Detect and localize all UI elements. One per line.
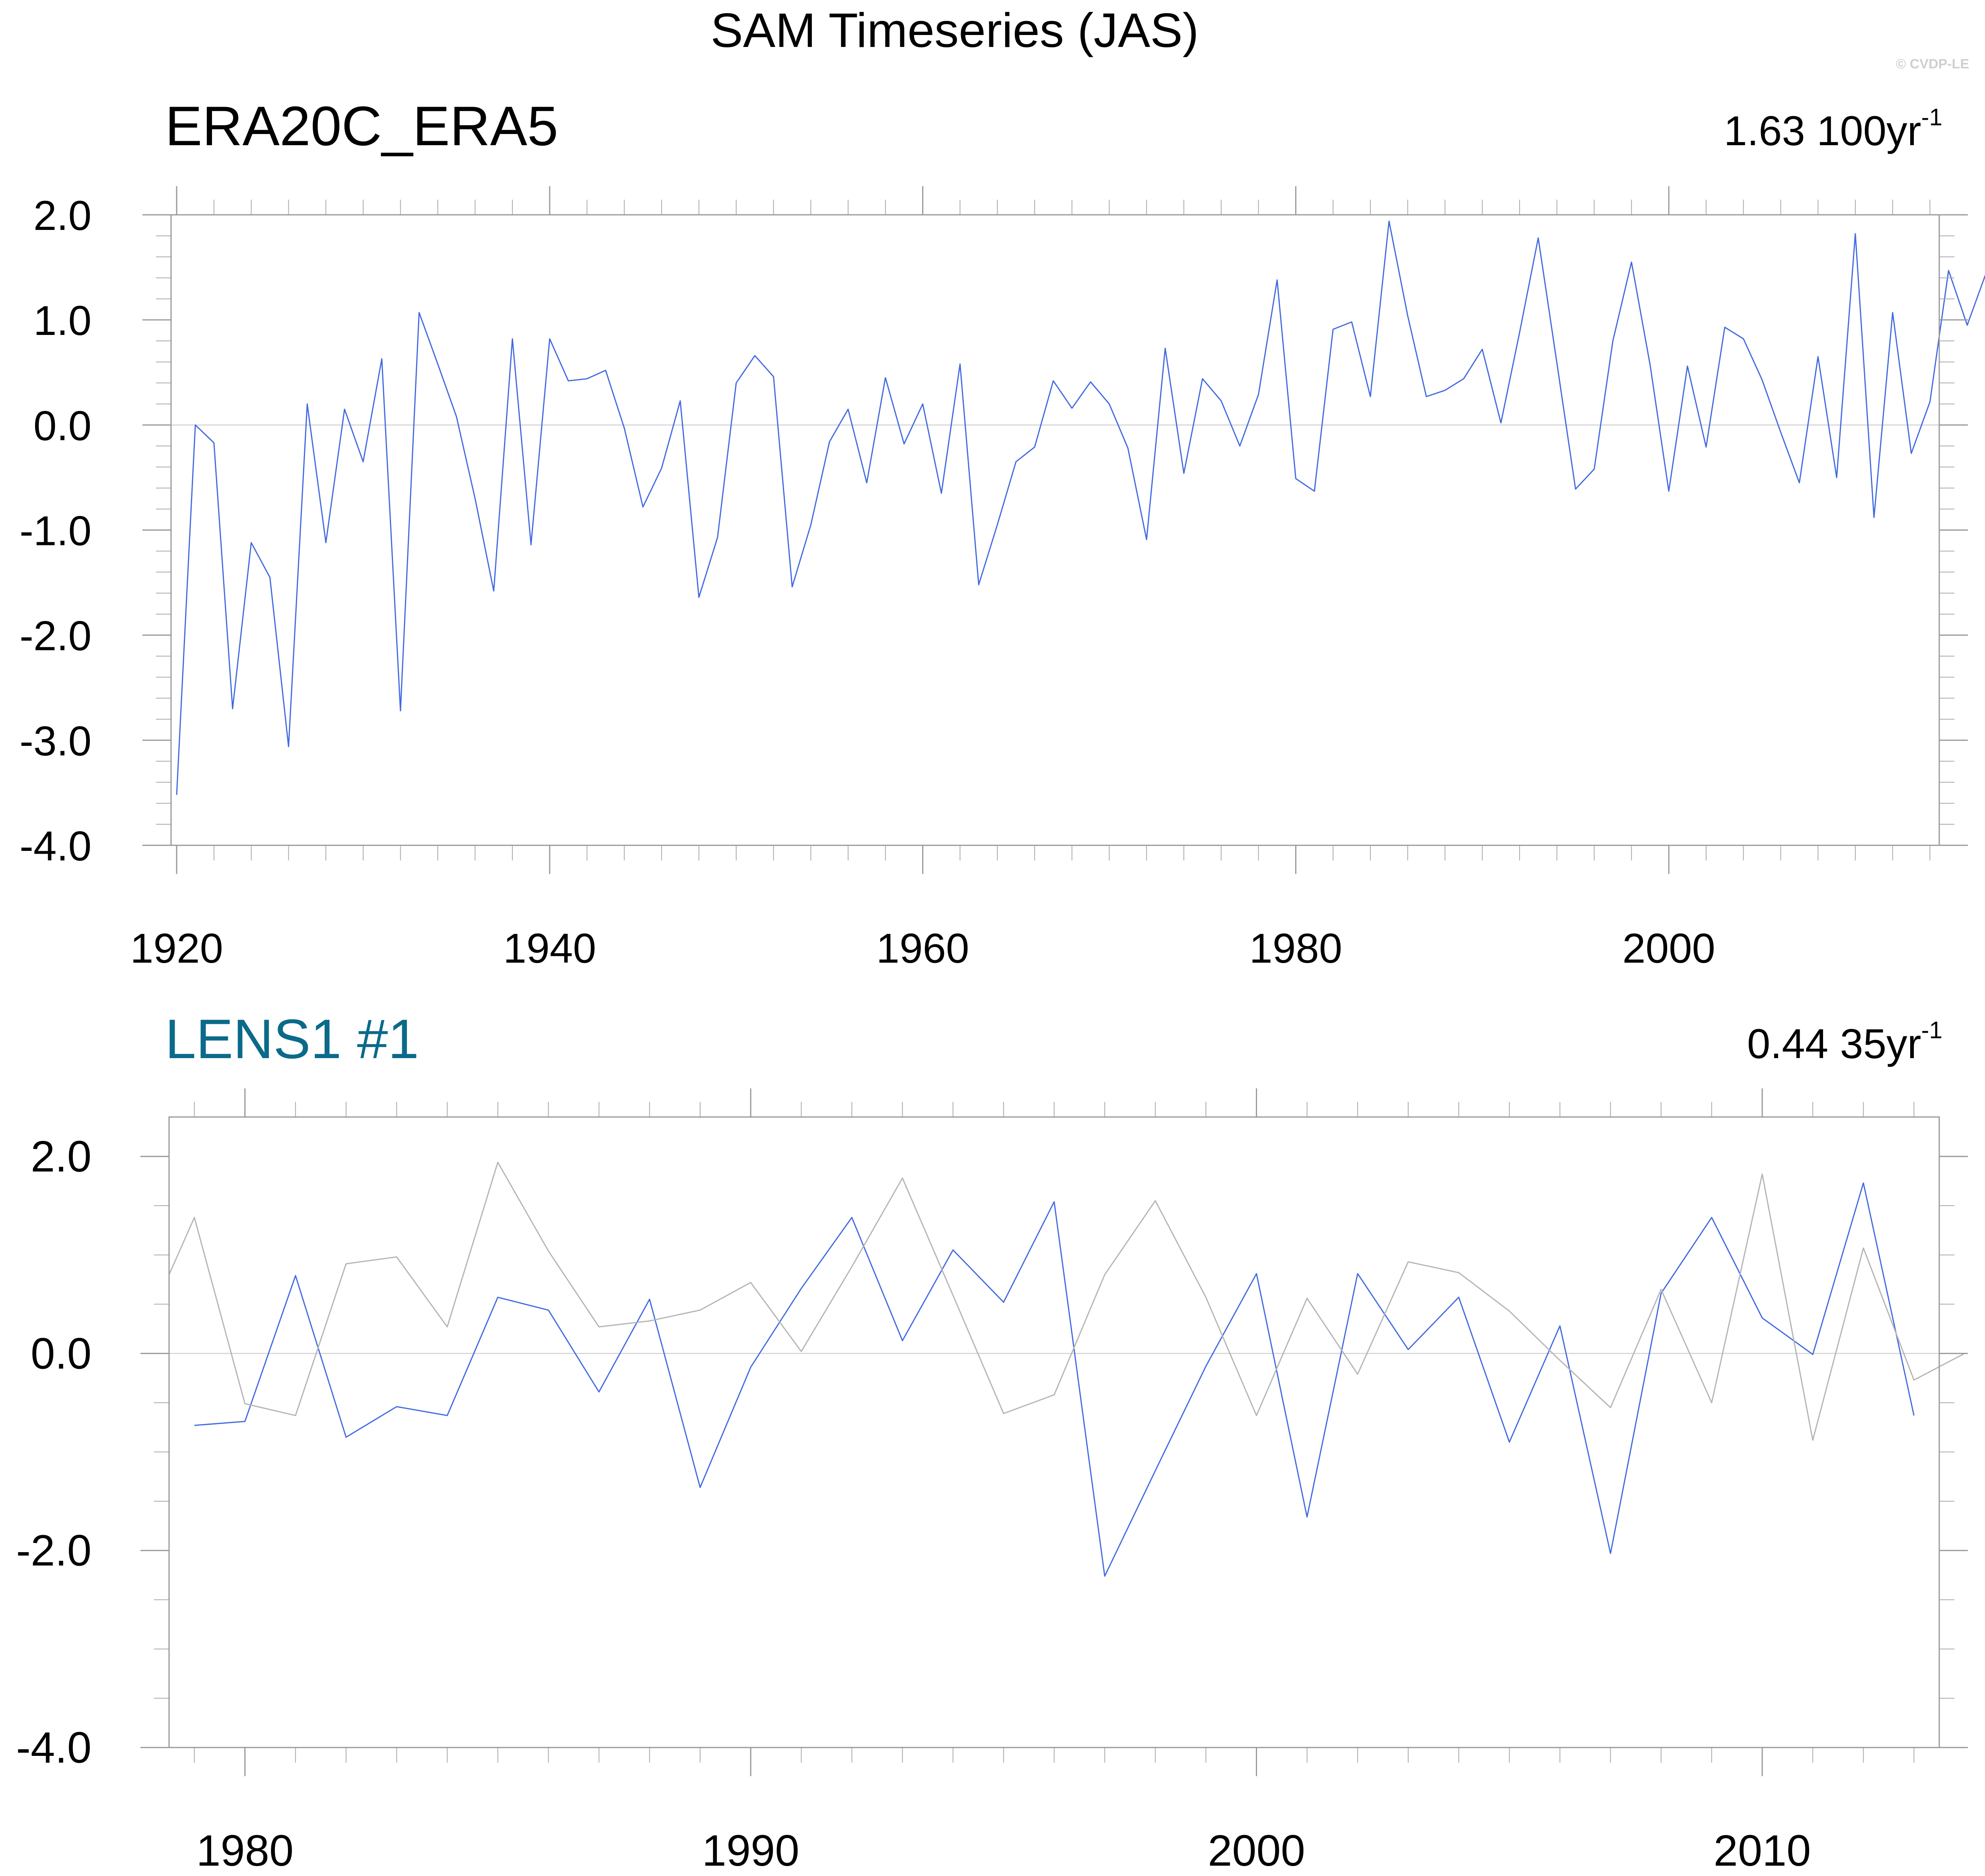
y-tick-label: -4.0 bbox=[16, 1723, 91, 1772]
series-layer bbox=[168, 1162, 1965, 1577]
plot-frame bbox=[170, 214, 1940, 846]
y-tick-label: 2.0 bbox=[31, 1132, 91, 1181]
axes-layer: 2.0 0.0 -2.0 -4.0 1980 1990 2000 2010 bbox=[16, 1088, 1968, 1875]
y-tick-label: -2.0 bbox=[19, 613, 91, 660]
trend-value: 0.44 35yr bbox=[1747, 1021, 1921, 1067]
x-tick-label: 1990 bbox=[702, 1826, 800, 1875]
panel-era20c-era5: ERA20C_ERA5 1.63 100yr-1 2.0 1.0 0.0 -1.0 -2… bbox=[19, 95, 1985, 972]
y-tick-label: 2.0 bbox=[33, 193, 91, 239]
series-layer bbox=[176, 220, 1985, 795]
x-tick-label: 2010 bbox=[1714, 1826, 1811, 1875]
trend-label: 1.63 100yr-1 bbox=[1724, 104, 1942, 154]
plot-frame bbox=[168, 1116, 1940, 1748]
x-tick-label: 1920 bbox=[130, 925, 223, 972]
panel-title: ERA20C_ERA5 bbox=[165, 95, 558, 157]
y-tick-label: 1.0 bbox=[33, 298, 91, 344]
panel-title: LENS1 #1 bbox=[165, 1008, 419, 1070]
x-tick-label: 1980 bbox=[1249, 925, 1343, 972]
trend-value: 1.63 100yr bbox=[1724, 108, 1921, 154]
model-series-line bbox=[176, 220, 1985, 795]
x-tick-label: 2000 bbox=[1208, 1826, 1305, 1875]
panel-lens1: LENS1 #1 0.44 35yr-1 2.0 0.0 -2.0 -4.0 1980 1… bbox=[16, 1008, 1968, 1875]
model-series-line bbox=[194, 1182, 1915, 1577]
observed-series-line bbox=[168, 1162, 1965, 1441]
trend-label: 0.44 35yr-1 bbox=[1747, 1017, 1942, 1067]
x-tick-label: 2000 bbox=[1622, 925, 1715, 972]
axes-layer: 2.0 1.0 0.0 -1.0 -2.0 -3.0 -4.0 1920 1940 1960 198… bbox=[19, 186, 1968, 972]
y-tick-label: -3.0 bbox=[19, 718, 91, 765]
y-tick-label: 0.0 bbox=[33, 403, 91, 449]
x-tick-label: 1960 bbox=[876, 925, 969, 972]
watermark: © CVDP-LE bbox=[1896, 56, 1969, 72]
x-tick-label: 1940 bbox=[503, 925, 596, 972]
y-tick-label: -4.0 bbox=[19, 823, 91, 870]
x-tick-label: 1980 bbox=[196, 1826, 294, 1875]
y-tick-label: 0.0 bbox=[31, 1329, 91, 1378]
trend-exponent: -1 bbox=[1921, 104, 1942, 130]
trend-exponent: -1 bbox=[1921, 1017, 1942, 1043]
y-tick-label: -1.0 bbox=[19, 508, 91, 555]
figure-title: SAM Timeseries (JAS) bbox=[711, 3, 1199, 57]
y-tick-label: -2.0 bbox=[16, 1526, 91, 1575]
